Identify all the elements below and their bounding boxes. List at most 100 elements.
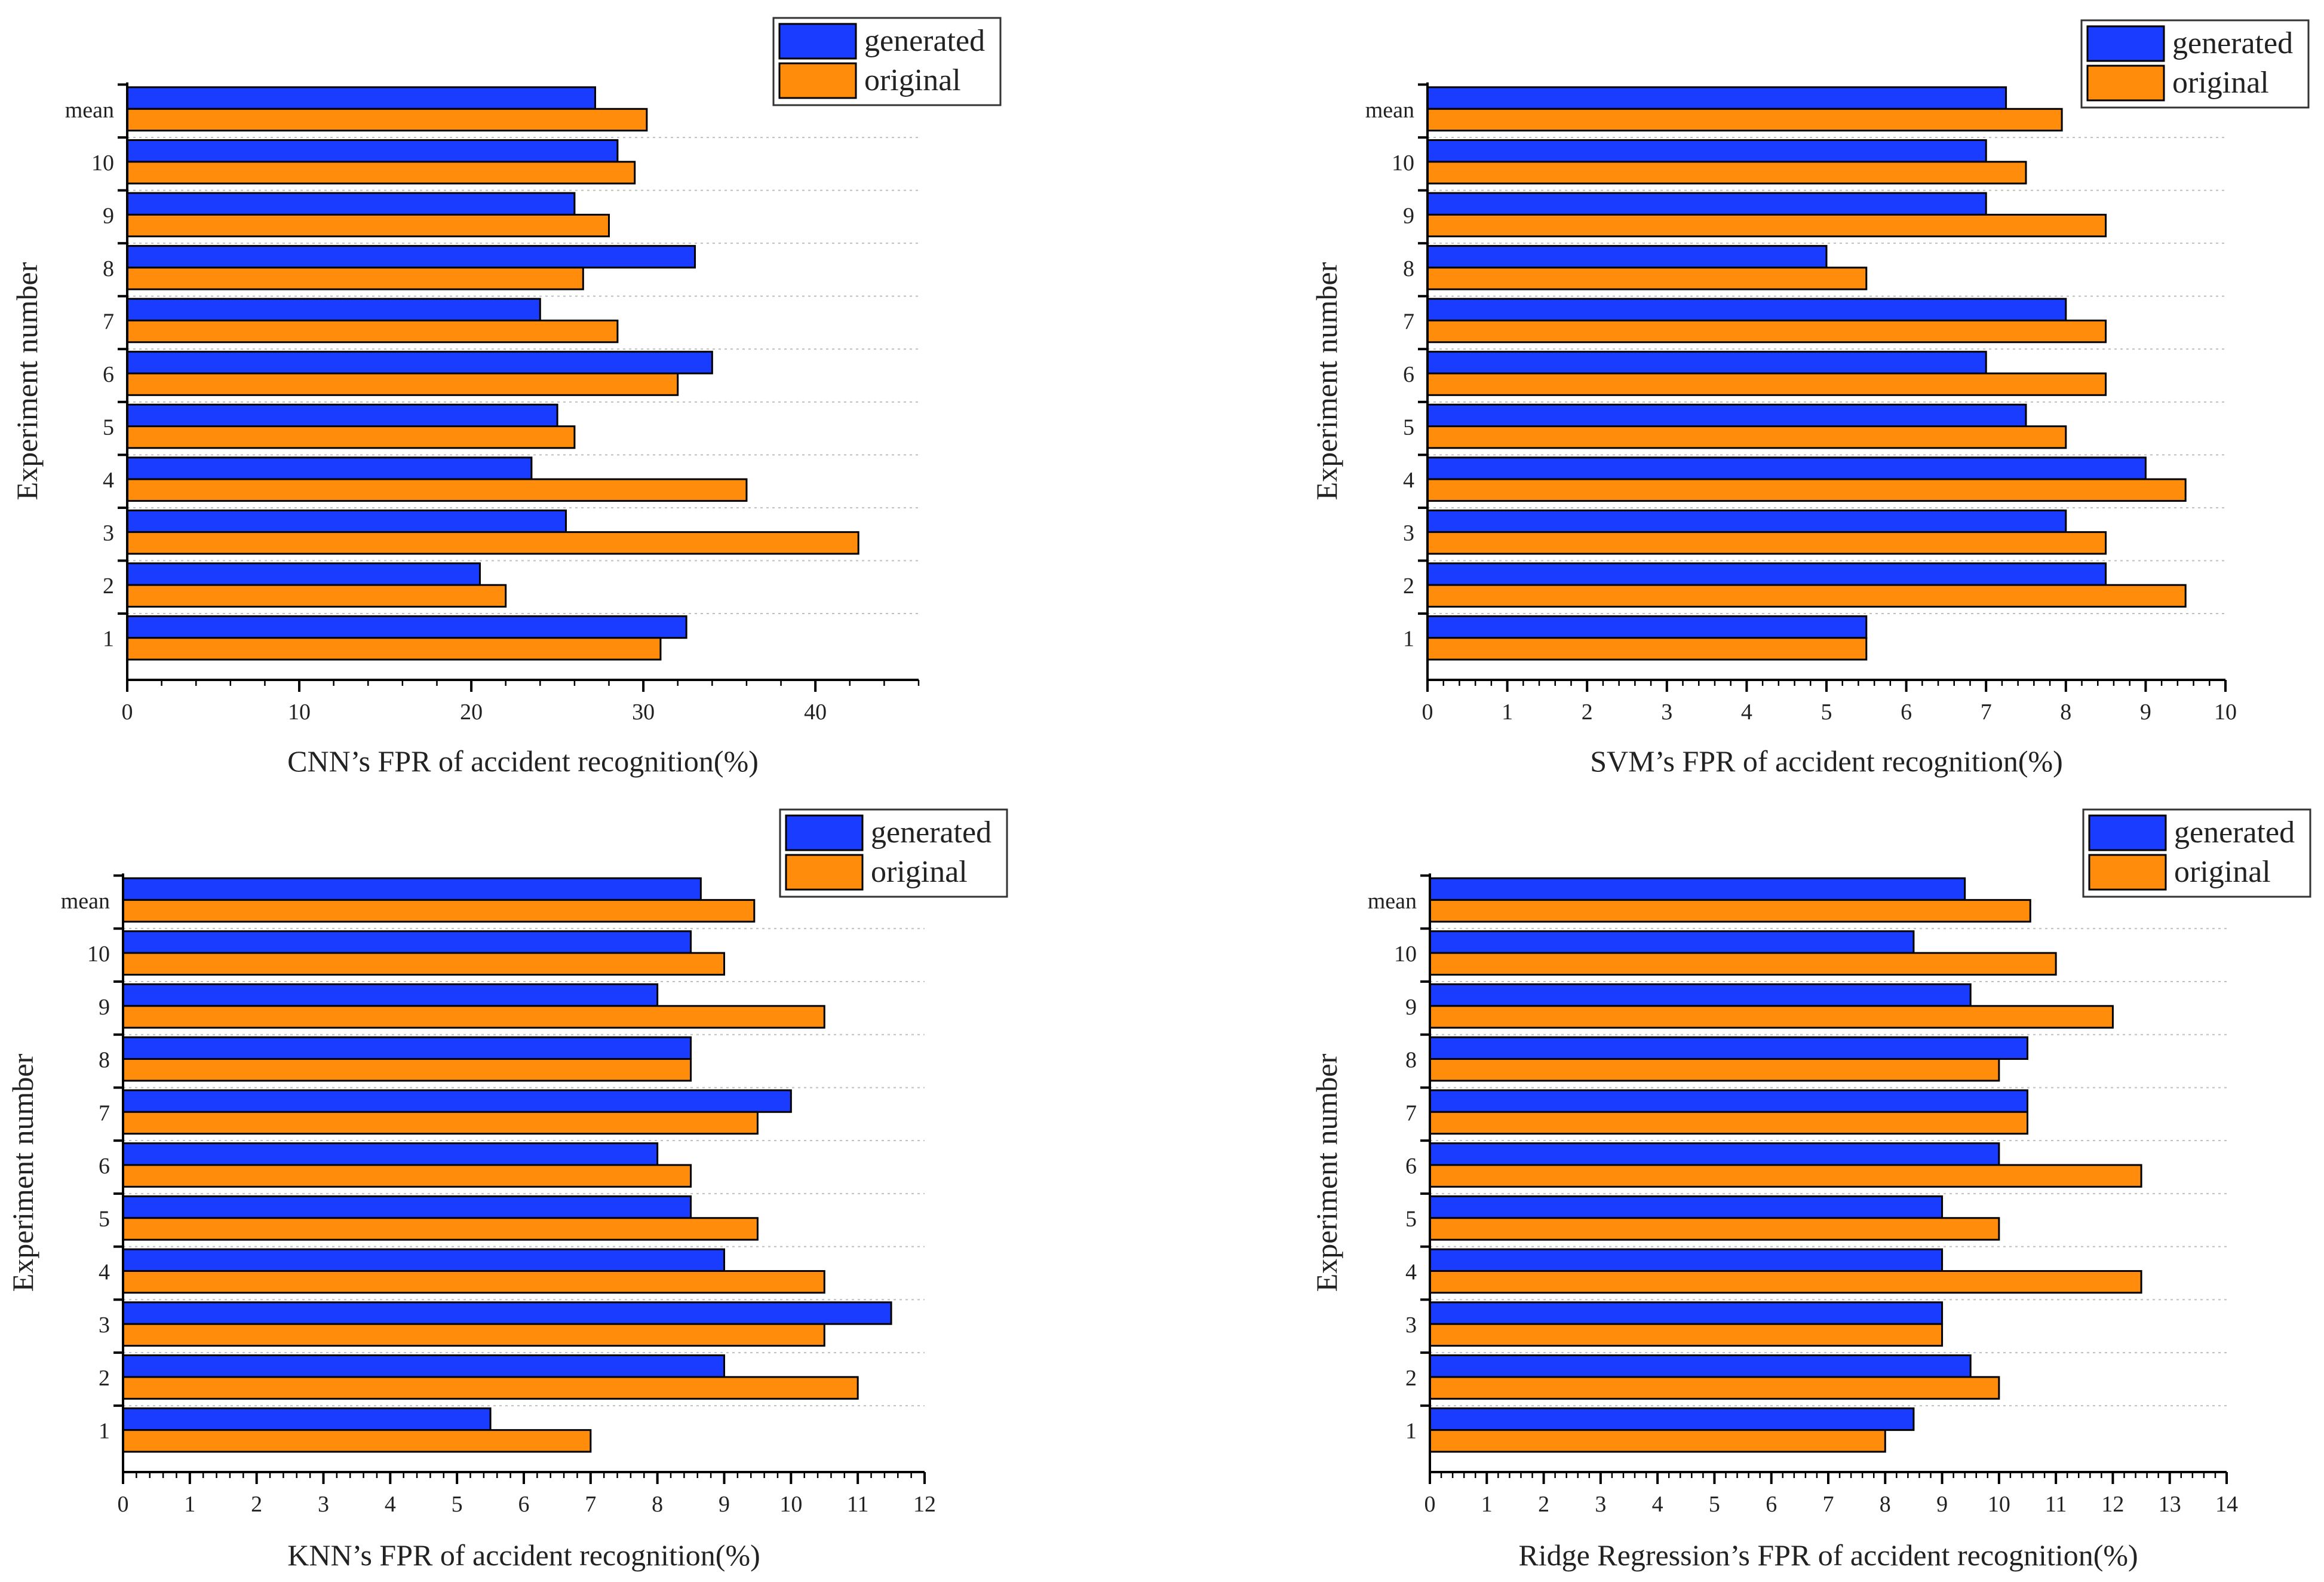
x-tick-label: 14 [2215, 1492, 2238, 1517]
y-tick-label: 3 [1403, 521, 1414, 546]
legend-label-generated: generated [2172, 26, 2293, 60]
x-tick-label: 6 [1901, 700, 1912, 725]
x-axis-title: Ridge Regression’s FPR of accident recog… [1518, 1538, 2138, 1572]
x-tick-label: 9 [2140, 700, 2151, 725]
x-tick-label: 1 [184, 1492, 195, 1517]
bar-generated-6 [1426, 351, 1987, 375]
bar-original-5 [1426, 425, 2067, 449]
x-tick-label: 7 [585, 1492, 596, 1517]
x-tick-label: 3 [318, 1492, 329, 1517]
y-tick-label: 5 [1403, 415, 1414, 440]
x-tick-label: 6 [518, 1492, 530, 1517]
bar-original-9 [1429, 1005, 2114, 1029]
x-tick-label: 8 [1880, 1492, 1891, 1517]
bar-original-9 [122, 1005, 825, 1029]
bar-original-3 [122, 1323, 825, 1347]
bar-generated-3 [1426, 509, 2067, 534]
legend-swatch-generated [2086, 25, 2165, 62]
x-tick-label: 7 [1823, 1492, 1834, 1517]
legend-swatch-original [785, 854, 864, 891]
bar-generated-1 [1429, 1407, 1915, 1431]
y-tick-label: 3 [99, 1313, 110, 1338]
y-tick-label: mean [61, 888, 110, 913]
x-tick-label: 0 [1422, 700, 1433, 725]
bar-original-4 [1429, 1270, 2142, 1294]
x-tick-label: 0 [1425, 1492, 1436, 1517]
y-tick-label: mean [65, 97, 114, 122]
bar-original-7 [1429, 1111, 2028, 1135]
bar-generated-4 [1429, 1248, 1944, 1272]
bar-generated-5 [1429, 1195, 1944, 1219]
bar-original-9 [126, 213, 610, 238]
bar-generated-9 [122, 983, 659, 1007]
y-axis-title: Experiment number [6, 1053, 39, 1292]
y-tick-label: 2 [1403, 574, 1414, 599]
y-tick-label: 9 [103, 203, 114, 228]
legend-swatch-generated [778, 23, 857, 60]
legend-swatch-original [2088, 854, 2167, 891]
bar-generated-2 [1426, 562, 2107, 586]
y-tick-label: 6 [99, 1154, 110, 1179]
x-tick-label: 0 [122, 700, 133, 725]
y-tick-label: mean [1365, 97, 1414, 122]
bar-original-2 [1426, 584, 2187, 608]
x-axis-title: KNN’s FPR of accident recognition(%) [287, 1538, 760, 1572]
bar-original-6 [126, 372, 679, 396]
x-tick-label: 8 [652, 1492, 663, 1517]
bar-generated-9 [126, 192, 576, 216]
x-tick-label: 9 [1936, 1492, 1948, 1517]
x-tick-label: 1 [1481, 1492, 1493, 1517]
bar-original-3 [1429, 1323, 1944, 1347]
chart-panel-2: 1 2 3 4 5 6 7 8 9 10 mean 0 1 2 3 4 5 6 7 8 9 10 SVM’s FPR of … [1310, 19, 2310, 778]
bar-generated-mean [122, 877, 702, 901]
bar-generated-2 [1429, 1354, 1972, 1378]
bar-original-5 [122, 1217, 759, 1241]
y-tick-label: 3 [1405, 1313, 1417, 1338]
y-axis-title: Experiment number [10, 262, 44, 500]
bar-original-1 [1429, 1429, 1886, 1453]
bar-original-8 [1426, 266, 1868, 290]
y-tick-label: 6 [1405, 1154, 1417, 1179]
y-tick-label: 2 [1405, 1366, 1417, 1391]
y-tick-label: 7 [99, 1100, 110, 1126]
bar-generated-1 [1426, 615, 1868, 639]
x-tick-label: 10 [288, 700, 311, 725]
x-tick-label: 4 [385, 1492, 396, 1517]
y-tick-label: 5 [99, 1207, 110, 1232]
bar-generated-8 [126, 245, 696, 269]
bar-generated-10 [126, 139, 619, 163]
x-tick-label: 13 [2159, 1492, 2181, 1517]
x-tick-label: 2 [1538, 1492, 1549, 1517]
x-tick-label: 40 [804, 700, 827, 725]
y-tick-label: 1 [99, 1419, 110, 1444]
y-tick-label: 8 [1403, 256, 1414, 281]
legend-swatch-generated [2088, 814, 2167, 851]
bar-original-3 [1426, 531, 2107, 555]
x-tick-label: 5 [1709, 1492, 1720, 1517]
legend-swatch-generated [785, 814, 864, 851]
bar-generated-6 [1429, 1142, 2000, 1166]
bar-generated-8 [1429, 1036, 2028, 1060]
y-axis-title: Experiment number [1310, 262, 1343, 500]
x-tick-label: 10 [2214, 700, 2237, 725]
bar-generated-4 [126, 456, 533, 480]
bar-original-4 [1426, 478, 2187, 502]
x-tick-label: 1 [1502, 700, 1513, 725]
y-tick-label: 4 [99, 1259, 110, 1284]
legend-label-original: original [871, 855, 968, 889]
bar-original-mean [126, 108, 648, 132]
bar-generated-mean [1429, 877, 1966, 901]
bar-generated-6 [126, 351, 713, 375]
y-tick-label: 10 [91, 151, 114, 176]
bar-original-10 [126, 161, 636, 185]
bar-original-2 [122, 1376, 859, 1400]
y-tick-label: 8 [103, 256, 114, 281]
y-tick-label: 3 [103, 521, 114, 546]
bar-original-3 [126, 531, 859, 555]
bar-generated-mean [1426, 86, 2007, 110]
bar-generated-10 [122, 930, 692, 954]
legend: generated original [779, 808, 1008, 898]
bar-original-5 [1429, 1217, 2000, 1241]
bar-generated-7 [1429, 1089, 2028, 1113]
bar-generated-mean [126, 86, 596, 110]
